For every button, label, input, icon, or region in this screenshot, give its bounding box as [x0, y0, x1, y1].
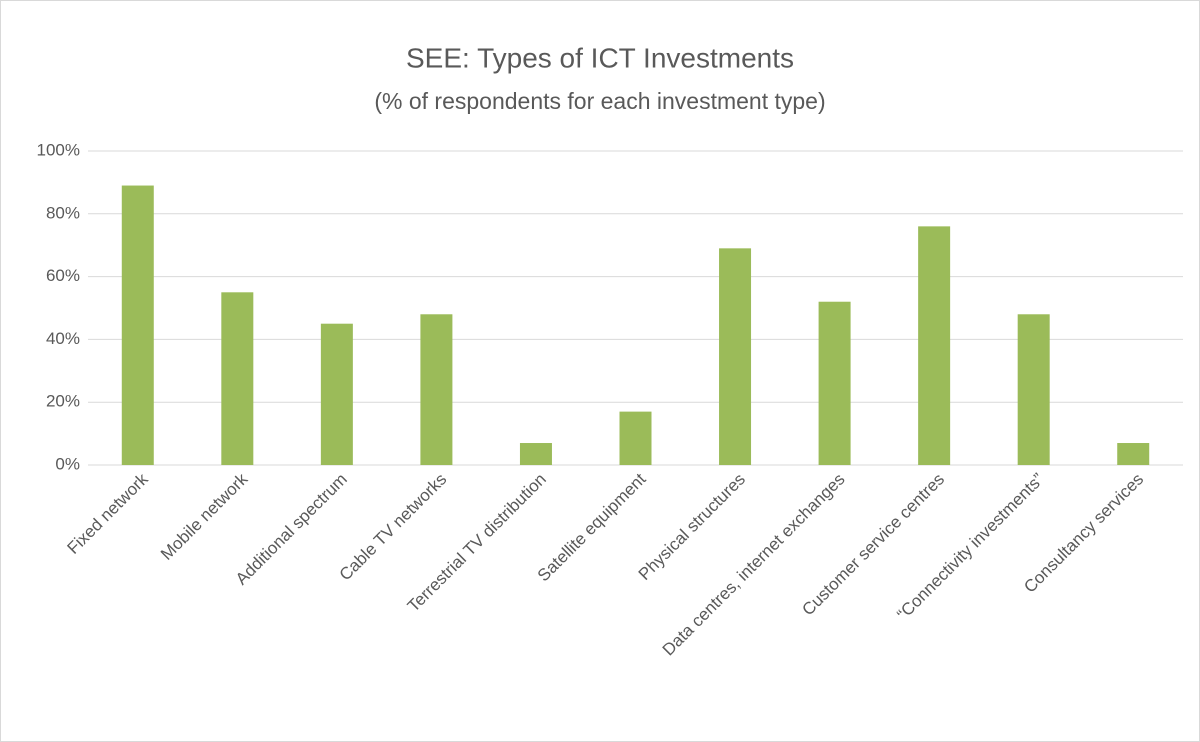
chart-title: SEE: Types of ICT Investments	[406, 42, 794, 73]
bar	[121, 185, 154, 466]
bar	[519, 443, 552, 465]
bar	[1117, 443, 1150, 465]
bar	[420, 314, 453, 465]
y-tick-label: 0%	[55, 454, 80, 473]
y-tick-label: 100%	[37, 140, 80, 159]
bar	[918, 226, 951, 465]
bar	[619, 411, 652, 465]
bar	[221, 292, 254, 465]
y-tick-label: 20%	[46, 392, 80, 411]
bar	[719, 248, 752, 465]
chart-subtitle: (% of respondents for each investment ty…	[374, 88, 825, 114]
y-tick-label: 60%	[46, 266, 80, 285]
bar	[320, 323, 353, 465]
bar	[818, 301, 851, 465]
y-tick-label: 40%	[46, 329, 80, 348]
bar	[1017, 314, 1050, 465]
y-tick-label: 80%	[46, 203, 80, 222]
